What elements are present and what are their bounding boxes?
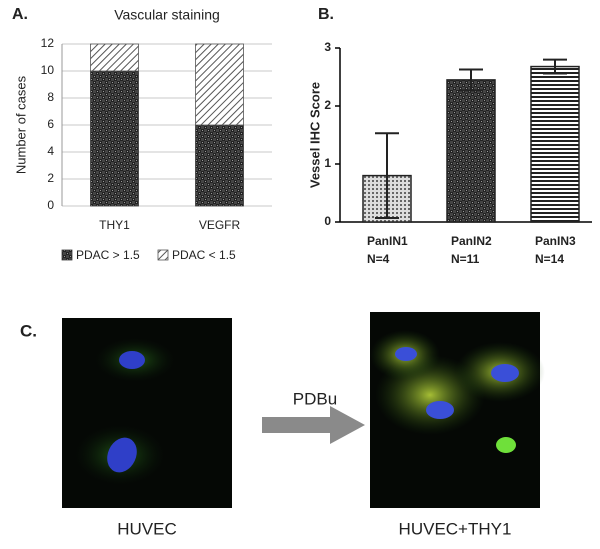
- legend-swatch: [157, 249, 169, 261]
- arrow: [262, 406, 365, 444]
- microscopy-left: [62, 318, 232, 508]
- y-tick-label: 10: [41, 63, 55, 77]
- y-tick-label: 2: [47, 171, 54, 185]
- panel-label: B.: [318, 6, 334, 23]
- x-tick-label: PanIN3: [535, 234, 576, 248]
- bar-segment: [90, 43, 139, 72]
- y-tick-label: 4: [47, 144, 54, 158]
- legend-swatch: [61, 249, 73, 261]
- sample-size: N=4: [367, 252, 390, 266]
- sample-size: N=14: [535, 252, 564, 266]
- x-tick-label: VEGFR: [199, 218, 241, 232]
- y-tick-label: 0: [47, 198, 54, 212]
- microscopy-right: [370, 312, 545, 508]
- bar-segment: [195, 124, 244, 207]
- y-tick-label: 0: [324, 214, 331, 228]
- bar-segment: [90, 70, 139, 207]
- legend-label: PDAC > 1.5: [76, 248, 140, 262]
- x-tick-label: PanIN1: [367, 234, 408, 248]
- caption: HUVEC: [117, 519, 177, 538]
- panel-label: A.: [12, 6, 28, 23]
- x-tick-label: PanIN2: [451, 234, 492, 248]
- x-tick-label: THY1: [99, 218, 130, 232]
- legend-label: PDAC < 1.5: [172, 248, 236, 262]
- caption: HUVEC+THY1: [399, 519, 512, 538]
- y-tick-label: 8: [47, 90, 54, 104]
- y-tick-label: 6: [47, 117, 54, 131]
- chart-title: Vascular staining: [114, 7, 220, 23]
- bar: [446, 79, 496, 223]
- panel-label: C.: [20, 321, 37, 340]
- sample-size: N=11: [451, 252, 480, 266]
- y-axis-label: Vessel IHC Score: [307, 82, 322, 188]
- bar-segment: [195, 43, 244, 126]
- y-tick-label: 3: [324, 40, 331, 54]
- bar: [530, 65, 580, 223]
- treatment-label: PDBu: [293, 389, 337, 408]
- y-tick-label: 12: [41, 36, 55, 50]
- y-tick-label: 1: [324, 156, 331, 170]
- y-tick-label: 2: [324, 98, 331, 112]
- y-axis-label: Number of cases: [13, 75, 28, 174]
